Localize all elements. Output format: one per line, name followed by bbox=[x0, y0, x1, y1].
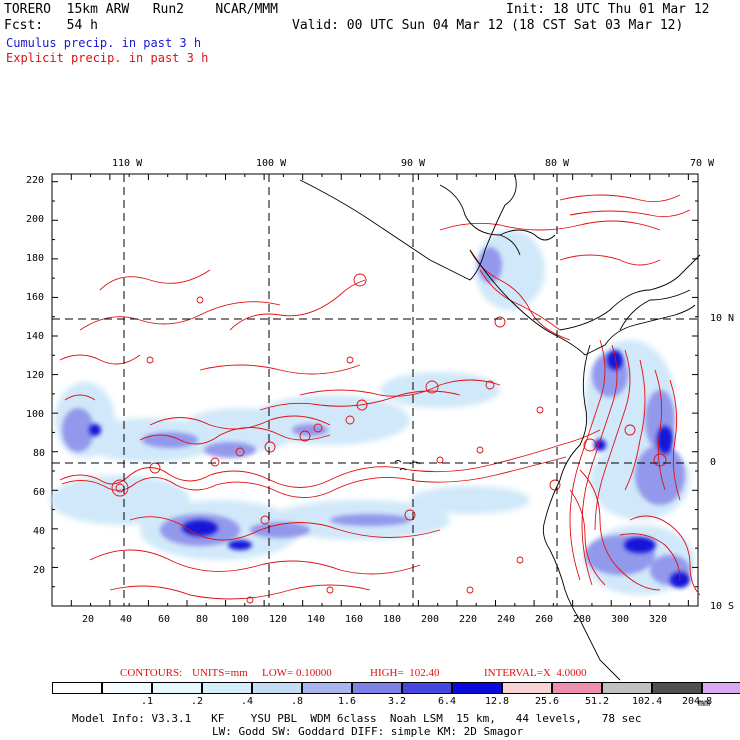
legend-swatch bbox=[302, 682, 352, 694]
x-tick-label: 220 bbox=[459, 614, 478, 625]
legend-swatch bbox=[652, 682, 702, 694]
x-tick-label: 40 bbox=[120, 614, 133, 625]
x-tick-label: 300 bbox=[611, 614, 630, 625]
header-init-time: Init: 18 UTC Thu 01 Mar 12 bbox=[506, 2, 710, 17]
contours-interval: INTERVAL=X 4.0000 bbox=[484, 667, 587, 679]
legend-swatch bbox=[552, 682, 602, 694]
cumulus-precip-label: Cumulus precip. in past 3 h bbox=[6, 36, 202, 50]
lon-label-100w: 100 W bbox=[256, 158, 287, 169]
explicit-precip-contours bbox=[59, 194, 701, 604]
legend-label: 6.4 bbox=[438, 696, 457, 707]
lat-label-0: 0 bbox=[710, 457, 717, 468]
lat-lon-grid bbox=[52, 174, 698, 606]
x-tick-label: 180 bbox=[383, 614, 402, 625]
legend-swatch bbox=[502, 682, 552, 694]
legend-label: .4 bbox=[241, 696, 254, 707]
legend-swatch bbox=[152, 682, 202, 694]
lon-label-110w: 110 W bbox=[112, 158, 143, 169]
legend-label: .2 bbox=[191, 696, 204, 707]
legend-label: .1 bbox=[141, 696, 154, 707]
legend-label: 12.8 bbox=[485, 696, 510, 707]
lat-label-10n: 10 N bbox=[710, 313, 735, 324]
legend-label: 1.6 bbox=[338, 696, 357, 707]
contours-prefix: CONTOURS: bbox=[120, 667, 183, 679]
explicit-precip-label: Explicit precip. in past 3 h bbox=[6, 51, 209, 65]
x-tick-label: 140 bbox=[307, 614, 326, 625]
legend-label: 204.8 bbox=[682, 696, 713, 707]
x-tick-label: 60 bbox=[158, 614, 171, 625]
x-tick-label: 280 bbox=[573, 614, 592, 625]
y-tick-label: 140 bbox=[26, 331, 45, 342]
x-tick-label: 120 bbox=[269, 614, 288, 625]
legend-label: 102.4 bbox=[632, 696, 663, 707]
lat-label-10s: 10 S bbox=[710, 601, 735, 612]
y-tick-label: 160 bbox=[26, 292, 45, 303]
y-tick-label: 100 bbox=[26, 409, 45, 420]
cumulus-precip-shading bbox=[50, 230, 695, 595]
y-tick-label: 80 bbox=[33, 448, 46, 459]
x-tick-label: 100 bbox=[231, 614, 250, 625]
legend-swatch bbox=[402, 682, 452, 694]
lon-label-90w: 90 W bbox=[401, 158, 426, 169]
y-tick-label: 60 bbox=[33, 487, 46, 498]
legend-label: 25.6 bbox=[535, 696, 560, 707]
y-tick-label: 120 bbox=[26, 370, 45, 381]
legend-label: 51.2 bbox=[585, 696, 610, 707]
x-tick-label: 200 bbox=[421, 614, 440, 625]
header-forecast-hour: Fcst: 54 h bbox=[4, 18, 98, 33]
legend-swatch bbox=[352, 682, 402, 694]
legend-swatch bbox=[602, 682, 652, 694]
x-tick-label: 20 bbox=[82, 614, 95, 625]
y-tick-label: 220 bbox=[26, 175, 45, 186]
physics-info-line: LW: Godd SW: Goddard DIFF: simple KM: 2D… bbox=[212, 725, 524, 738]
x-tick-label: 260 bbox=[535, 614, 554, 625]
x-tick-label: 240 bbox=[497, 614, 516, 625]
x-tick-label: 160 bbox=[345, 614, 364, 625]
y-tick-label: 200 bbox=[26, 214, 45, 225]
y-tick-label: 20 bbox=[33, 565, 46, 576]
legend-swatch bbox=[452, 682, 502, 694]
x-tick-label: 320 bbox=[649, 614, 668, 625]
y-tick-label: 40 bbox=[33, 526, 46, 537]
lon-label-80w: 80 W bbox=[545, 158, 570, 169]
legend-swatch bbox=[252, 682, 302, 694]
legend-label: .8 bbox=[291, 696, 304, 707]
legend-swatch bbox=[702, 682, 740, 694]
lon-label-70w: 70 W bbox=[690, 158, 715, 169]
legend-label: 3.2 bbox=[388, 696, 407, 707]
axis-ticks bbox=[51, 174, 698, 607]
legend-swatch bbox=[52, 682, 102, 694]
header-valid-time: Valid: 00 UTC Sun 04 Mar 12 (18 CST Sat … bbox=[292, 18, 684, 33]
model-info-line: Model Info: V3.3.1 KF YSU PBL WDM 6class… bbox=[72, 712, 642, 725]
contours-high: HIGH= 102.40 bbox=[370, 667, 440, 679]
y-tick-label: 180 bbox=[26, 253, 45, 264]
header-model-title: TORERO 15km ARW Run2 NCAR/MMM bbox=[4, 2, 278, 17]
legend-unit: mm bbox=[698, 698, 711, 709]
contours-low: LOW= 0.10000 bbox=[262, 667, 332, 679]
legend-swatch bbox=[102, 682, 152, 694]
legend-swatch bbox=[202, 682, 252, 694]
x-tick-label: 80 bbox=[196, 614, 209, 625]
contours-units: UNITS=mm bbox=[192, 667, 248, 679]
